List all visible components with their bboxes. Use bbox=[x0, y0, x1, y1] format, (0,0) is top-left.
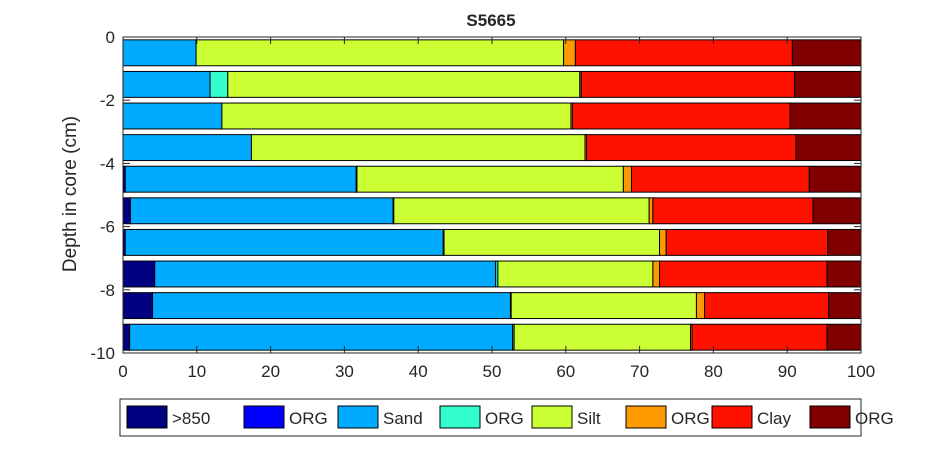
legend-swatch bbox=[531, 405, 573, 429]
bar-segment-8-8 bbox=[826, 260, 862, 288]
bar-segment-3-8 bbox=[789, 102, 862, 130]
bar-segment-2-8 bbox=[794, 70, 862, 98]
bar-segment-9-8 bbox=[828, 292, 862, 320]
bar-segment-6-7 bbox=[652, 197, 814, 225]
x-tick-label: 20 bbox=[261, 362, 280, 381]
legend-swatch bbox=[711, 405, 753, 429]
y-tick-label: -6 bbox=[100, 218, 115, 237]
bar-segment-8-5 bbox=[497, 260, 654, 288]
legend-swatch bbox=[625, 405, 667, 429]
bar-segment-7-7 bbox=[665, 228, 829, 256]
bar-segment-9-7 bbox=[704, 292, 830, 320]
legend-label: ORG bbox=[289, 409, 328, 428]
legend-label: ORG bbox=[485, 409, 524, 428]
bar-segment-5-7 bbox=[630, 165, 810, 193]
x-tick-label: 90 bbox=[778, 362, 797, 381]
legend-swatch bbox=[809, 405, 851, 429]
bar-segment-4-5 bbox=[250, 134, 586, 162]
legend-item: Sand bbox=[337, 405, 423, 429]
bar-segment-10-1 bbox=[122, 323, 131, 351]
bar-segment-2-7 bbox=[580, 70, 796, 98]
x-tick-label: 70 bbox=[630, 362, 649, 381]
bar-segment-4-3 bbox=[122, 134, 252, 162]
legend-label: Clay bbox=[757, 409, 792, 428]
bar-segment-8-3 bbox=[154, 260, 497, 288]
ticks-layer: 0 10 20 30 40 50 60 70 80 90 100 0 -2 -4 -6 -8 -10 bbox=[90, 28, 875, 381]
y-tick-label: 0 bbox=[106, 28, 115, 47]
bar-segment-6-3 bbox=[129, 197, 394, 225]
bar-segment-1-8 bbox=[791, 39, 862, 67]
y-tick-label: -8 bbox=[100, 281, 115, 300]
bar-segment-7-3 bbox=[124, 228, 444, 256]
bar-segment-5-8 bbox=[808, 165, 862, 193]
bar-segment-9-3 bbox=[152, 292, 511, 320]
y-tick-label: -2 bbox=[100, 91, 115, 110]
x-tick-label: 40 bbox=[409, 362, 428, 381]
legend-item: ORG bbox=[809, 405, 894, 429]
bar-segment-9-6 bbox=[695, 292, 706, 320]
bar-segment-2-4 bbox=[209, 70, 229, 98]
bar-segment-2-5 bbox=[227, 70, 581, 98]
x-tick-label: 100 bbox=[847, 362, 875, 381]
legend: >850 ORG Sand ORG Silt ORG Clay ORG bbox=[119, 398, 894, 437]
bar-segment-6-6 bbox=[648, 197, 654, 225]
bar-segment-1-3 bbox=[122, 39, 197, 67]
legend-item: ORG bbox=[625, 405, 710, 429]
y-tick-label: -4 bbox=[100, 154, 115, 173]
bar-segment-4-7 bbox=[585, 134, 797, 162]
legend-swatch bbox=[337, 405, 379, 429]
bar-segment-8-7 bbox=[659, 260, 828, 288]
legend-label: Silt bbox=[577, 409, 601, 428]
bar-segment-9-1 bbox=[122, 292, 154, 320]
bar-segment-6-5 bbox=[393, 197, 650, 225]
legend-item: Clay bbox=[711, 405, 792, 429]
x-tick-label: 0 bbox=[118, 362, 127, 381]
x-tick-label: 50 bbox=[483, 362, 502, 381]
bars-layer bbox=[122, 39, 862, 351]
bar-segment-10-3 bbox=[129, 323, 514, 351]
bar-segment-10-8 bbox=[826, 323, 862, 351]
legend-label: Sand bbox=[383, 409, 423, 428]
legend-label: >850 bbox=[172, 409, 210, 428]
bar-segment-7-5 bbox=[443, 228, 661, 256]
bar-segment-9-5 bbox=[510, 292, 697, 320]
legend-swatch bbox=[439, 405, 481, 429]
bar-segment-1-7 bbox=[574, 39, 793, 67]
bar-segment-3-3 bbox=[122, 102, 223, 130]
legend-item: >850 bbox=[126, 405, 210, 429]
bar-segment-3-5 bbox=[221, 102, 572, 130]
chart-title: S5665 bbox=[466, 11, 515, 30]
bar-segment-8-1 bbox=[122, 260, 156, 288]
legend-swatch bbox=[243, 405, 285, 429]
bar-segment-7-6 bbox=[659, 228, 667, 256]
bar-segment-1-5 bbox=[195, 39, 565, 67]
x-tick-label: 10 bbox=[187, 362, 206, 381]
y-axis-label: Depth in core (cm) bbox=[60, 116, 81, 272]
y-tick-label: -10 bbox=[90, 344, 115, 363]
bar-segment-8-6 bbox=[652, 260, 661, 288]
legend-label: ORG bbox=[855, 409, 894, 428]
bar-segment-7-8 bbox=[827, 228, 862, 256]
x-tick-label: 60 bbox=[556, 362, 575, 381]
bar-segment-5-5 bbox=[356, 165, 624, 193]
bar-segment-5-3 bbox=[124, 165, 357, 193]
x-tick-label: 80 bbox=[704, 362, 723, 381]
x-tick-label: 30 bbox=[335, 362, 354, 381]
bar-segment-6-8 bbox=[812, 197, 862, 225]
legend-item: ORG bbox=[243, 405, 328, 429]
bar-segment-6-1 bbox=[122, 197, 131, 225]
legend-item: ORG bbox=[439, 405, 524, 429]
legend-label: ORG bbox=[671, 409, 710, 428]
bar-segment-5-6 bbox=[622, 165, 632, 193]
legend-swatch bbox=[126, 405, 168, 429]
bar-segment-3-7 bbox=[571, 102, 791, 130]
bar-segment-4-8 bbox=[795, 134, 862, 162]
bar-segment-10-7 bbox=[691, 323, 828, 351]
bar-segment-10-5 bbox=[513, 323, 692, 351]
bar-segment-2-3 bbox=[122, 70, 211, 98]
legend-item: Silt bbox=[531, 405, 601, 429]
